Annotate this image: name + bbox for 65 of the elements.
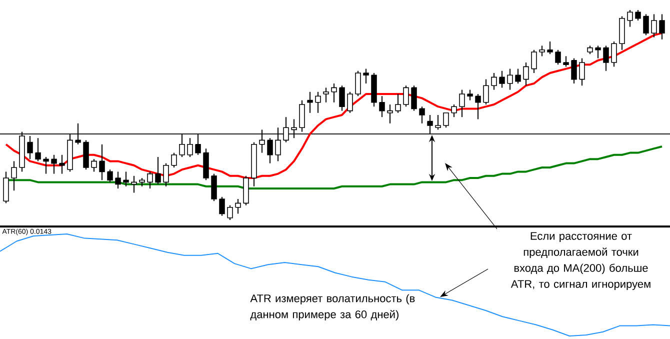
candlestick — [379, 96, 385, 118]
candlestick — [35, 138, 41, 162]
candlestick — [163, 162, 169, 187]
candlestick — [211, 173, 217, 202]
candlestick — [3, 171, 9, 204]
annotation: ATR измеряет волатильность (в данном примере за 60 дней) — [250, 294, 415, 320]
candlestick — [539, 45, 545, 57]
candlestick — [43, 156, 49, 174]
annotation: Если расстояние от предполагаемой точки входа до MA(200) больше ATR, то сигнал игнорируем — [510, 232, 650, 290]
candlestick — [59, 154, 65, 174]
candlestick — [459, 89, 465, 118]
candlestick — [51, 154, 57, 174]
candlestick — [563, 56, 569, 68]
candlestick — [115, 171, 121, 189]
candlestick — [171, 152, 177, 168]
candlestick — [475, 93, 481, 120]
candlestick — [571, 58, 577, 84]
candlestick — [635, 9, 641, 21]
candlestick — [659, 14, 665, 40]
candlestick — [227, 204, 233, 220]
candlestick — [435, 114, 441, 130]
candlestick — [219, 196, 225, 216]
candlestick — [611, 40, 617, 68]
candlestick — [339, 85, 345, 112]
candlestick — [595, 45, 601, 59]
candlestick — [627, 9, 633, 28]
candlestick — [363, 68, 369, 84]
candlestick — [307, 91, 313, 114]
candlestick — [347, 91, 353, 114]
candlestick — [395, 93, 401, 114]
candlestick — [355, 70, 361, 97]
candlestick — [155, 156, 161, 185]
candlestick — [131, 175, 137, 194]
candlestick — [515, 68, 521, 84]
candlestick — [411, 85, 417, 112]
candlestick — [603, 45, 609, 72]
candlestick — [443, 112, 449, 128]
candlestick — [419, 106, 425, 124]
candlestick — [531, 49, 537, 74]
candlestick — [491, 72, 497, 90]
candlestick — [651, 14, 657, 38]
candlestick — [91, 158, 97, 172]
candlestick — [267, 138, 273, 164]
candlestick — [123, 171, 129, 187]
candlestick — [467, 89, 473, 101]
candlestick — [499, 70, 505, 88]
candlestick — [315, 91, 321, 114]
candlestick — [107, 169, 113, 183]
candlestick — [187, 138, 193, 158]
candlestick — [555, 49, 561, 66]
candlestick — [547, 40, 553, 55]
candlestick — [235, 198, 241, 214]
candlestick — [11, 160, 17, 192]
candlestick — [147, 171, 153, 189]
candlestick — [387, 104, 393, 124]
candlestick — [99, 144, 105, 181]
candlestick — [323, 87, 329, 103]
candlestick — [483, 78, 489, 105]
candlestick — [331, 82, 337, 103]
candlestick — [451, 104, 457, 118]
candlestick — [507, 68, 513, 90]
candlestick — [523, 62, 529, 86]
candlestick — [579, 58, 585, 86]
candlestick — [643, 14, 649, 36]
candlestick — [403, 85, 409, 108]
